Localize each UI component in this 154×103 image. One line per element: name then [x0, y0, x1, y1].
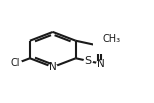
Circle shape: [97, 61, 105, 67]
Circle shape: [49, 64, 57, 70]
Text: S: S: [85, 56, 92, 66]
Text: N: N: [97, 59, 105, 69]
Text: Cl: Cl: [10, 58, 20, 68]
Circle shape: [84, 58, 93, 64]
Text: N: N: [49, 62, 57, 72]
Circle shape: [9, 59, 22, 67]
Text: CH₃: CH₃: [103, 34, 121, 44]
